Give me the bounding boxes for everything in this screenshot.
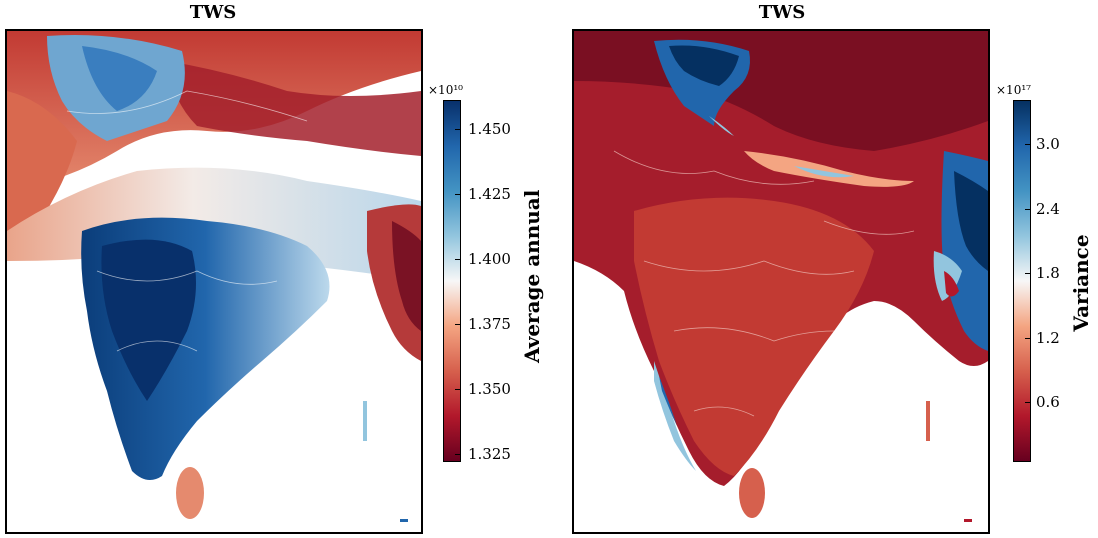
right-colorbar-tick: 3.0 [1036, 135, 1060, 153]
left-colorbar-tick: 1.400 [468, 250, 511, 268]
left-colorbar-tick: 1.325 [468, 445, 511, 463]
right-map-title: TWS [758, 2, 806, 23]
right-colorbar-tick: 0.6 [1036, 393, 1060, 411]
right-colorbar-tick: 1.2 [1036, 329, 1060, 347]
right-map [572, 29, 990, 534]
left-colorbar-multiplier: ×10¹⁰ [428, 83, 463, 97]
left-colorbar-tick-mark [455, 129, 461, 130]
left-colorbar-tick: 1.450 [468, 120, 511, 138]
right-colorbar-label: Variance [1069, 234, 1093, 332]
right-colorbar [1013, 100, 1031, 462]
left-colorbar-tick-mark [455, 454, 461, 455]
right-colorbar-multiplier: ×10¹⁷ [996, 83, 1031, 97]
right-colorbar-tick-mark [1025, 209, 1031, 210]
left-colorbar-tick: 1.350 [468, 380, 511, 398]
right-colorbar-tick: 1.8 [1036, 264, 1060, 282]
left-colorbar-tick-mark [455, 259, 461, 260]
right-colorbar-tick-mark [1025, 273, 1031, 274]
right-colorbar-tick: 2.4 [1036, 200, 1060, 218]
right-colorbar-tick-mark [1025, 338, 1031, 339]
left-map-title: TWS [189, 2, 237, 23]
left-colorbar-tick: 1.425 [468, 185, 511, 203]
left-colorbar-tick: 1.375 [468, 315, 511, 333]
left-colorbar-tick-mark [455, 389, 461, 390]
right-colorbar-tick-mark [1025, 144, 1031, 145]
left-colorbar-label: Average annual [520, 189, 544, 363]
right-colorbar-tick-mark [1025, 402, 1031, 403]
left-colorbar [443, 100, 461, 462]
left-map [5, 29, 423, 534]
left-colorbar-tick-mark [455, 194, 461, 195]
left-colorbar-tick-mark [455, 324, 461, 325]
